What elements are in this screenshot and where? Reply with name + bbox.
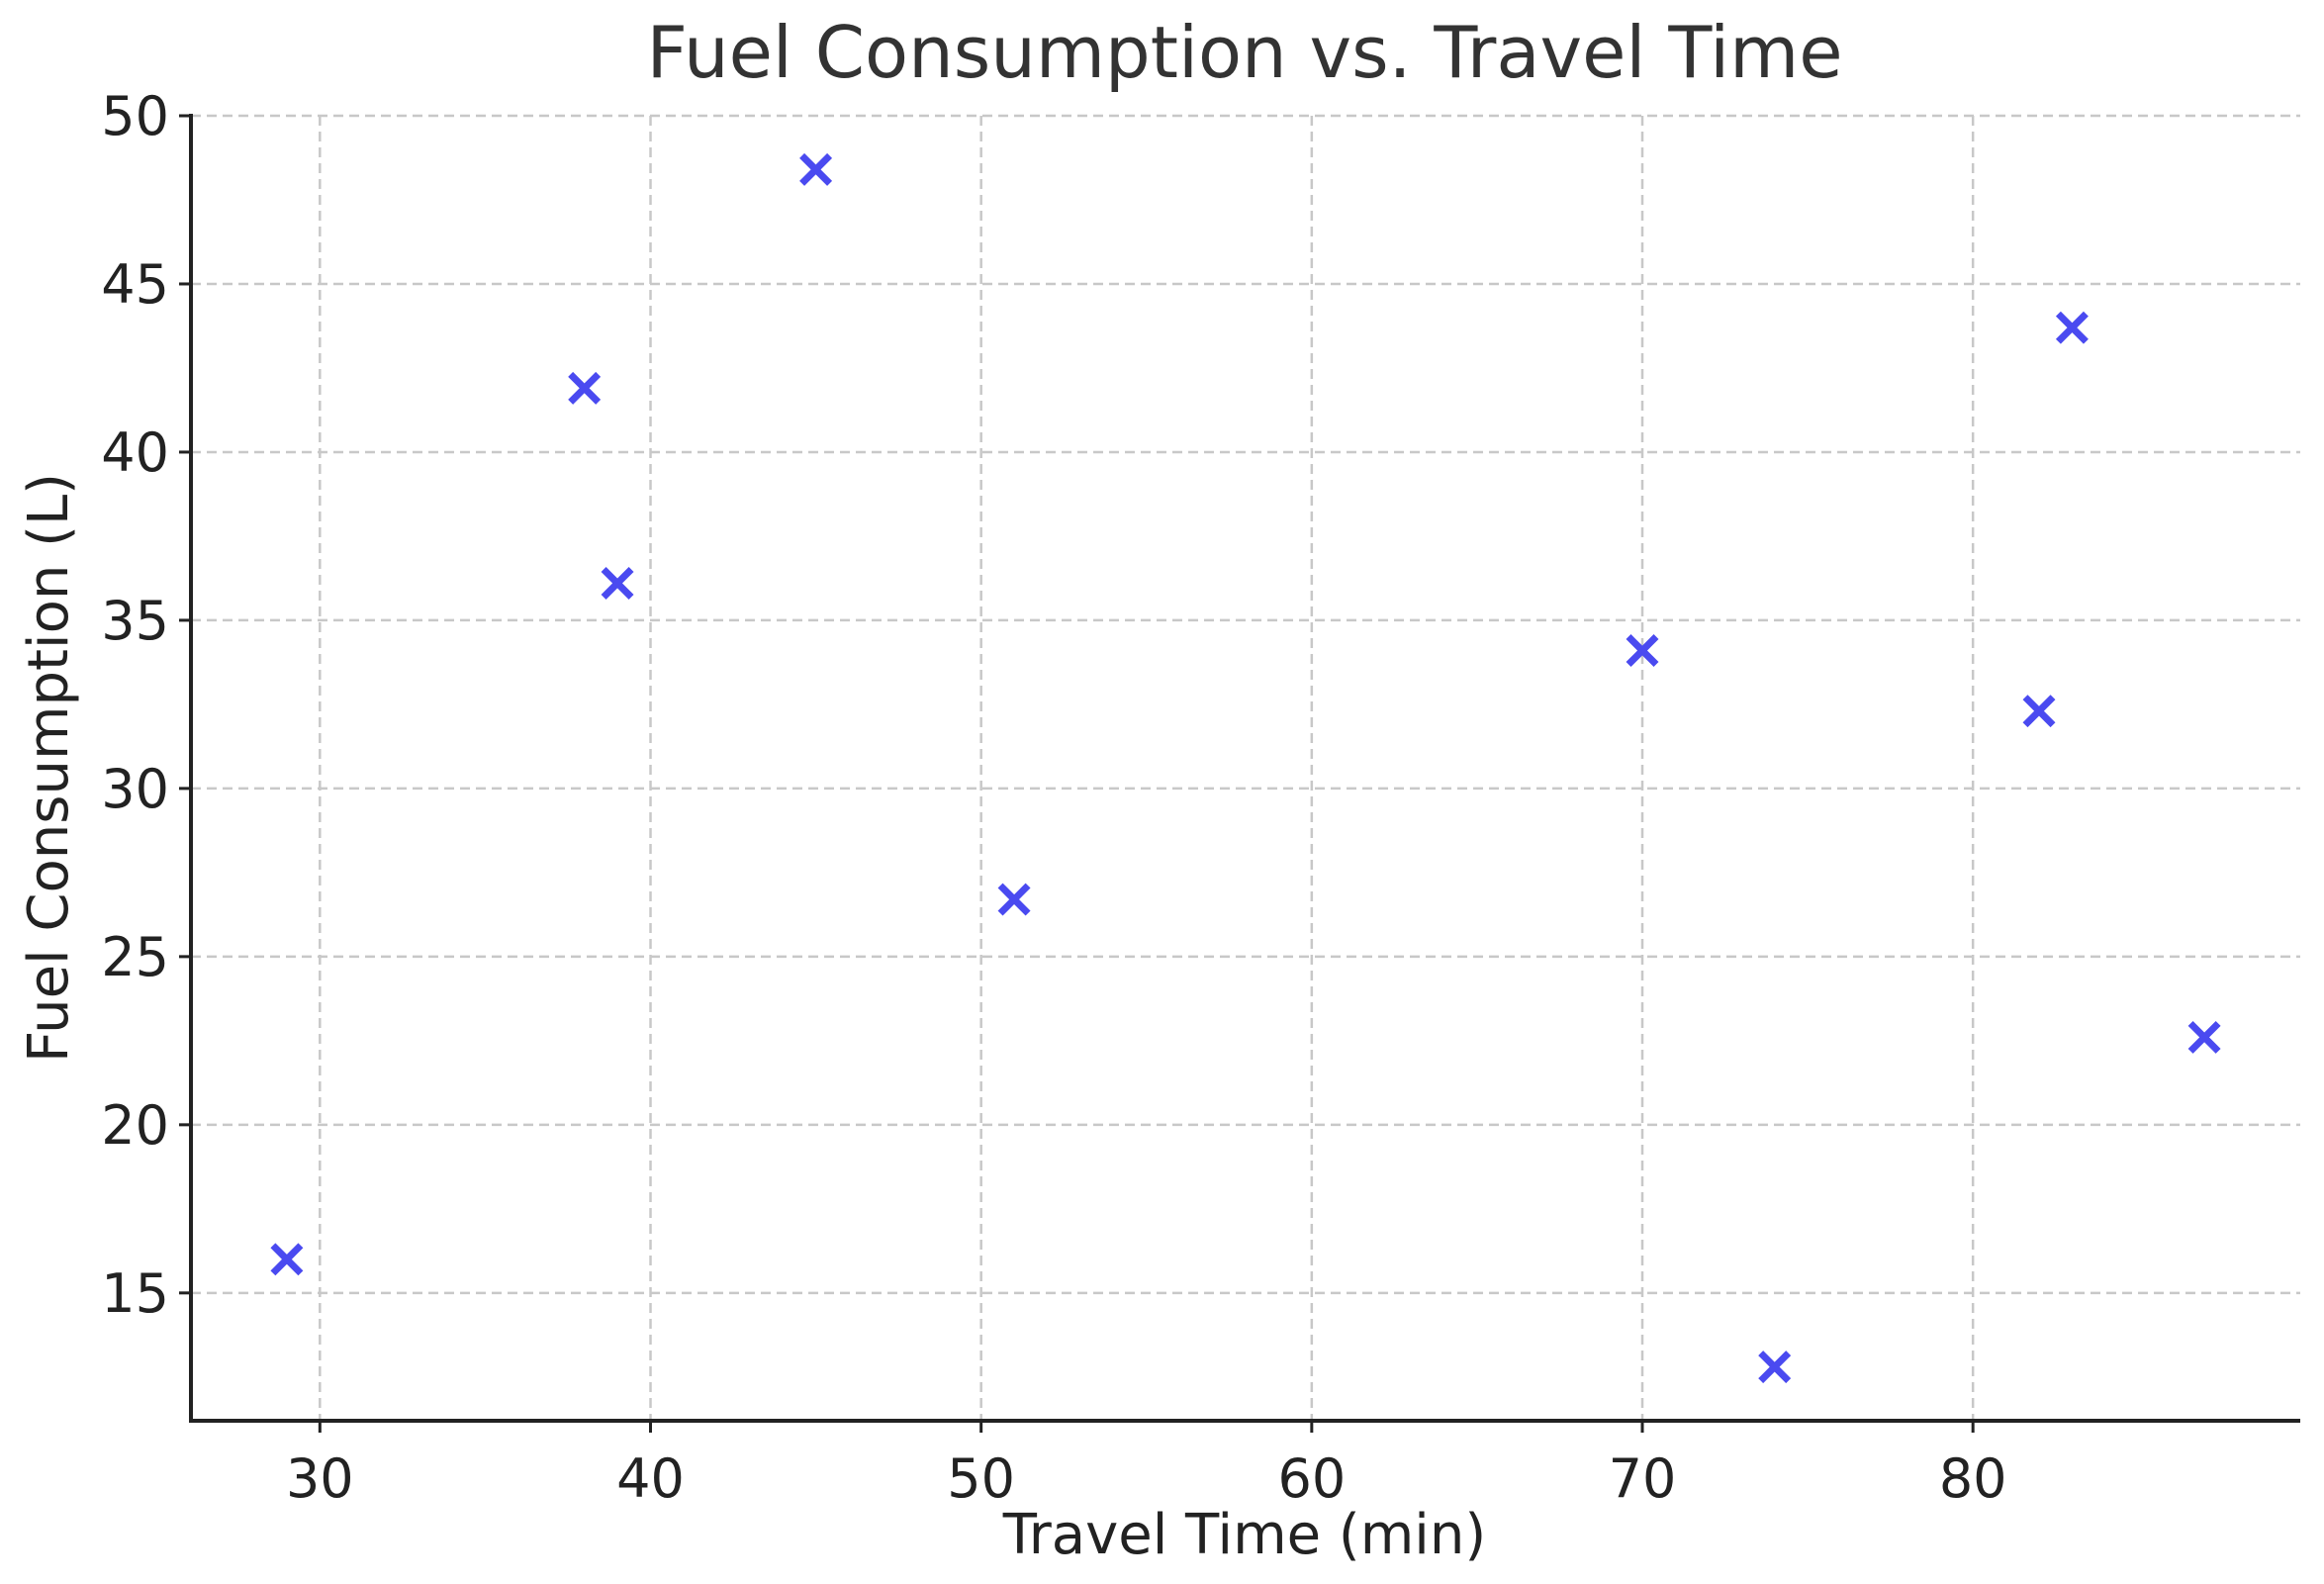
points-layer [270,152,2221,1384]
data-point [2055,311,2089,344]
data-point [799,152,833,186]
data-point [601,567,634,601]
data-point [568,371,602,405]
x-tick-label: 70 [1609,1447,1677,1510]
x-tick-label: 80 [1939,1447,2007,1510]
chart-title: Fuel Consumption vs. Travel Time [646,11,1842,94]
x-tick-label: 30 [286,1447,354,1510]
data-point [2022,695,2056,728]
y-tick-label: 20 [101,1094,169,1157]
x-tick-label: 60 [1277,1447,1346,1510]
y-tick-label: 40 [101,421,169,484]
x-tick-label: 40 [616,1447,685,1510]
data-point [1626,634,1659,667]
y-tick-label: 35 [101,590,169,652]
data-point [1758,1351,1792,1384]
x-axis-label: Travel Time (min) [1002,1503,1486,1567]
y-tick-label: 30 [101,758,169,820]
ticks-layer: 30 40 50 60 70 80 15 20 25 30 35 40 45 50 [101,85,2006,1510]
y-axis-label: Fuel Consumption (L) [17,473,81,1063]
y-tick-label: 45 [101,253,169,316]
y-tick-label: 15 [101,1262,169,1325]
data-point [2187,1020,2221,1054]
x-tick-label: 50 [947,1447,1015,1510]
data-point [997,883,1031,916]
y-tick-label: 50 [101,85,169,147]
y-tick-label: 25 [101,926,169,988]
axes-layer [189,114,2300,1423]
grid-layer [191,114,2300,1421]
data-point [270,1243,304,1276]
